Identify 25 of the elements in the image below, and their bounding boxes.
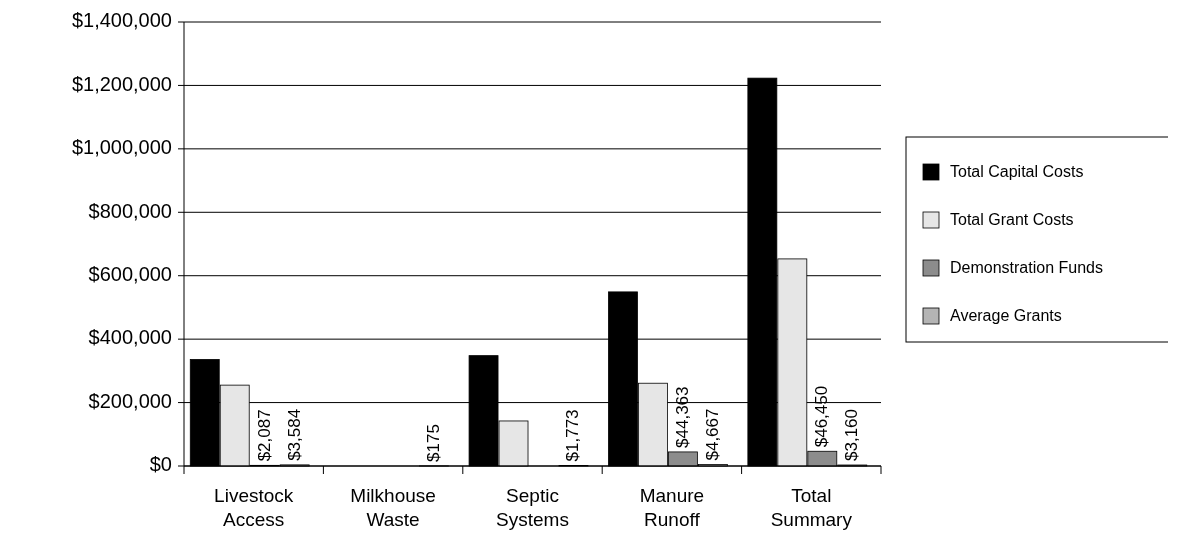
data-label: $2,087 (254, 409, 274, 462)
legend-label: Demonstration Funds (950, 259, 1103, 277)
x-tick-label: Manure Runoff (639, 485, 705, 530)
x-tick-label: Milkhouse Waste (350, 485, 436, 530)
y-tick-label: $600,000 (88, 263, 172, 285)
data-label: $46,450 (812, 385, 832, 448)
data-label: $175 (424, 424, 444, 462)
data-label: $3,584 (284, 408, 304, 461)
x-tick-label: Septic Systems (496, 485, 569, 530)
y-tick-label: $0 (149, 453, 172, 476)
x-tick-label: Livestock Access (214, 485, 294, 530)
legend-label: Total Grant Costs (950, 211, 1074, 229)
y-tick-label: $200,000 (88, 389, 172, 412)
legend-label: Average Grants (950, 307, 1062, 325)
y-tick-label: $800,000 (88, 199, 172, 222)
y-tick-label: $1,400,000 (71, 9, 172, 32)
data-label: $1,773 (563, 409, 583, 462)
y-tick-label: $1,000,000 (71, 136, 172, 159)
x-tick-label: Total Summary (770, 485, 853, 530)
data-label: $4,667 (702, 408, 722, 461)
legend-label: Total Capital Costs (950, 163, 1084, 181)
y-tick-label: $1,200,000 (71, 72, 172, 95)
data-label: $3,160 (842, 409, 862, 461)
y-tick-label: $400,000 (88, 326, 172, 349)
data-label: $44,363 (672, 386, 692, 448)
